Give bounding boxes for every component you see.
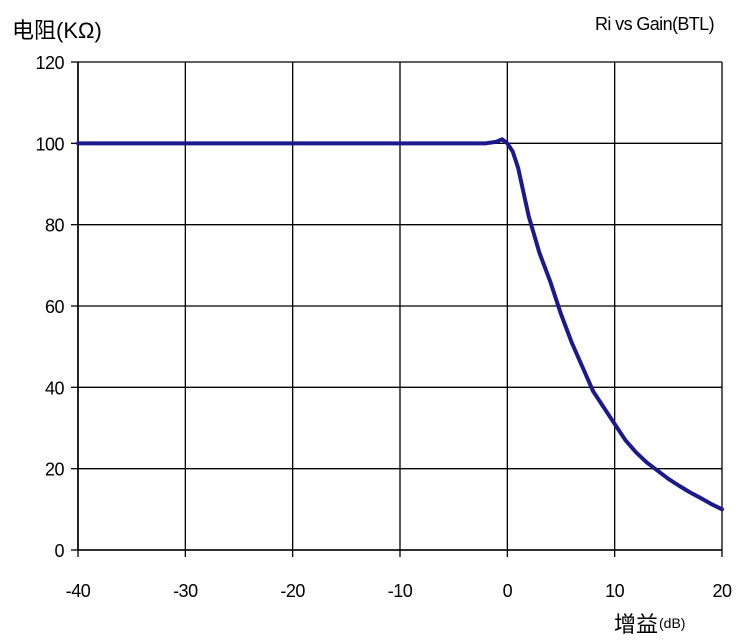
x-tick-label: -30 <box>173 581 198 601</box>
x-axis-unit: (dB) <box>659 615 685 631</box>
y-tick-label: 80 <box>45 216 65 236</box>
y-tick-label: 100 <box>35 134 64 154</box>
x-tick-label: -20 <box>280 581 305 601</box>
y-tick-label: 0 <box>54 541 64 561</box>
y-tick-label: 40 <box>45 378 65 398</box>
x-tick-label: 20 <box>712 581 732 601</box>
chart-title: Ri vs Gain(BTL) <box>595 14 714 34</box>
y-tick-label: 60 <box>45 297 65 317</box>
tick-labels: 0 20 40 60 80 100 120 -40 -30 -20 -10 0 10 20 <box>35 53 732 601</box>
x-tick-label: 10 <box>605 581 625 601</box>
x-tick-label: -10 <box>388 581 413 601</box>
x-axis-label: 增益 <box>614 612 658 637</box>
x-tick-label: -40 <box>66 581 91 601</box>
y-tick-label: 120 <box>35 53 64 73</box>
series-line <box>76 137 724 512</box>
series <box>76 137 724 512</box>
y-tick-label: 20 <box>45 460 65 480</box>
x-tick-label: 0 <box>503 581 513 601</box>
y-axis-label: 电阻(KΩ) <box>12 18 102 43</box>
